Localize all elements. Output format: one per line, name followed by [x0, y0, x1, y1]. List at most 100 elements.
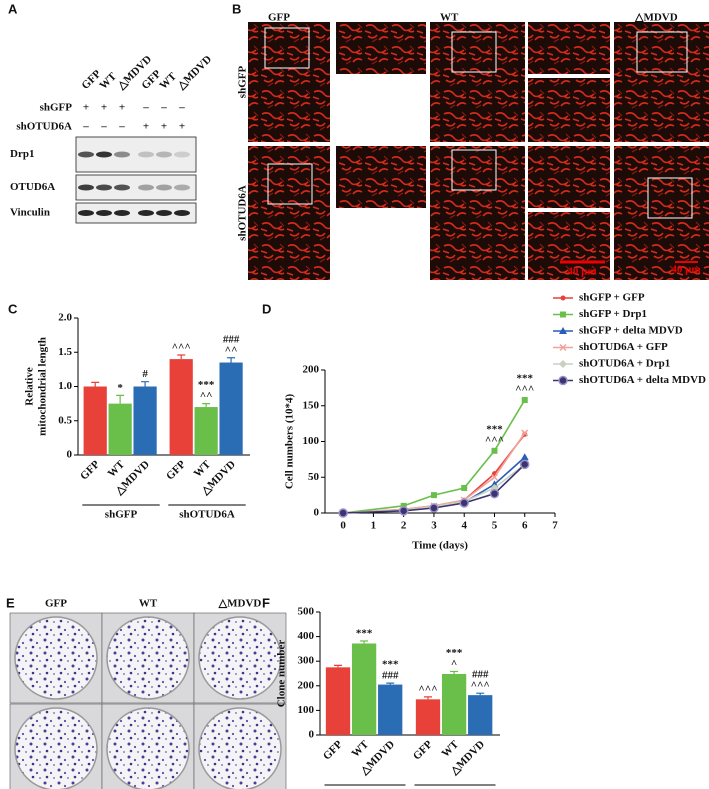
- bar: [169, 359, 193, 455]
- significance: ^^^: [172, 342, 191, 354]
- row-label: shGFP: [237, 66, 249, 99]
- y-axis-label: Relative: [24, 367, 36, 406]
- bar: [194, 407, 218, 455]
- micrograph: [430, 22, 525, 142]
- point: [520, 453, 529, 461]
- micrograph: [336, 22, 426, 74]
- plate: [198, 616, 282, 700]
- sign: –: [118, 121, 125, 133]
- point: [459, 498, 469, 508]
- point: [491, 447, 498, 454]
- bar: [83, 386, 107, 455]
- legend-label: shGFP + Drp1: [579, 308, 647, 320]
- lane-label: △MDVD: [175, 53, 214, 92]
- x-tick-label: GFP: [164, 458, 188, 482]
- panel-letter: D: [262, 301, 271, 316]
- blot-label: Vinculin: [10, 207, 50, 219]
- x-tick-label: 7: [552, 520, 558, 532]
- band: [78, 210, 94, 216]
- micrograph: [528, 146, 610, 208]
- point: [489, 488, 500, 499]
- point: [461, 484, 468, 491]
- legend-label: shGFP + delta MDVD: [579, 325, 683, 337]
- x-tick-label: WT: [350, 738, 372, 760]
- x-tick-label: 1: [371, 520, 377, 532]
- error-bar: [202, 403, 211, 408]
- significance: ***: [516, 373, 533, 385]
- sign: +: [101, 102, 107, 114]
- sign: –: [100, 121, 107, 133]
- sign: +: [143, 121, 149, 133]
- column-label: GFP: [45, 598, 67, 610]
- error-bar: [116, 394, 125, 404]
- bar: [219, 362, 243, 455]
- series-line: [343, 463, 526, 514]
- band: [78, 151, 94, 158]
- y-tick-label: 100: [303, 435, 320, 447]
- x-tick-label: 4: [461, 520, 467, 532]
- x-tick-label: 3: [431, 520, 437, 532]
- significance: ^^^: [418, 683, 437, 695]
- micrograph: [528, 212, 610, 280]
- band: [156, 184, 172, 191]
- sign: +: [179, 121, 185, 133]
- band: [138, 151, 154, 158]
- y-tick-label: 1.0: [58, 380, 72, 392]
- micrograph: [248, 22, 330, 142]
- plate: [198, 707, 282, 789]
- plate: [106, 707, 190, 789]
- y-tick-label: 0.5: [58, 414, 72, 426]
- sign: –: [178, 102, 185, 114]
- point: [521, 429, 529, 437]
- panel-letter: F: [262, 595, 270, 610]
- micrograph: [614, 22, 709, 142]
- micrograph: [614, 146, 709, 280]
- x-axis-label: Time (days): [412, 540, 468, 552]
- plate: [14, 707, 98, 789]
- significance: ###: [382, 670, 399, 682]
- point: [429, 503, 439, 513]
- band: [96, 151, 112, 158]
- significance: ^^: [225, 344, 238, 356]
- significance: ***: [198, 379, 215, 391]
- point: [338, 508, 348, 518]
- panel-letter: E: [6, 595, 15, 610]
- significance: ***: [446, 647, 463, 659]
- legend-marker: [559, 343, 567, 352]
- group-label: shGFP: [105, 509, 138, 521]
- error-bar: [91, 381, 100, 387]
- x-tick-label: GFP: [78, 458, 102, 482]
- group-label: shOTUD6A: [179, 509, 235, 521]
- error-bar: [227, 357, 236, 363]
- significance: *: [117, 382, 123, 394]
- blot: [75, 202, 197, 224]
- y-axis-label: Cell numbers (10*4): [284, 394, 296, 490]
- legend-label: shGFP + GFP: [579, 292, 645, 304]
- legend-label: shOTUD6A + GFP: [579, 341, 668, 353]
- y-tick-label: 150: [303, 399, 320, 411]
- bar: [133, 386, 157, 455]
- row-label: shOTUD6A: [237, 185, 249, 241]
- micrograph: [528, 78, 610, 142]
- row-label: shGFP: [40, 102, 73, 114]
- micrograph: [430, 146, 525, 280]
- column-label: WT: [139, 598, 158, 610]
- column-label: △MDVD: [634, 12, 678, 24]
- panel-letter: A: [8, 1, 18, 16]
- y-tick-label: 0: [67, 449, 73, 461]
- band: [174, 210, 190, 216]
- series-line: [343, 399, 526, 514]
- point: [490, 473, 499, 481]
- band: [114, 210, 130, 216]
- blot-label: OTUD6A: [10, 181, 55, 193]
- y-tick-label: 200: [298, 679, 315, 691]
- column-label: WT: [440, 12, 459, 24]
- error-bar: [360, 640, 369, 644]
- lane-label: WT: [97, 70, 119, 92]
- sign: –: [82, 121, 89, 133]
- y-tick-label: 2.0: [58, 312, 72, 324]
- sign: –: [142, 102, 149, 114]
- band: [156, 210, 172, 216]
- panel-letter: B: [232, 1, 241, 16]
